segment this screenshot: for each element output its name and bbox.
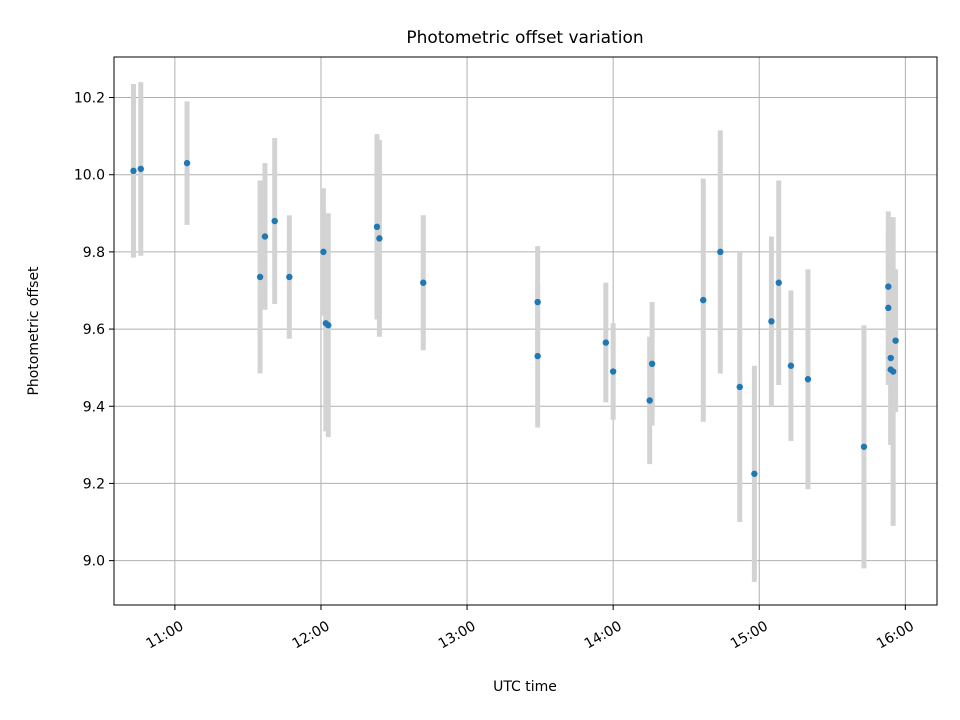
data-point	[534, 352, 541, 360]
data-point	[860, 443, 868, 450]
y-tick-label: 9.2	[83, 476, 105, 492]
data-point	[885, 304, 892, 312]
data-point	[602, 339, 610, 346]
data-point	[609, 368, 617, 375]
data-point	[256, 273, 264, 281]
data-points	[130, 159, 899, 477]
x-tick-label: 13:00	[436, 618, 479, 652]
x-axis-label: UTC time	[493, 679, 557, 695]
errorbars	[130, 82, 899, 582]
x-tick-label: 12:00	[290, 618, 333, 652]
data-point	[325, 322, 332, 329]
data-point	[420, 279, 427, 286]
data-point	[804, 376, 812, 383]
chart-title: Photometric offset variation	[406, 28, 643, 48]
data-point	[130, 167, 137, 175]
data-point	[775, 279, 782, 286]
data-point	[892, 337, 899, 344]
y-tick-label: 10.2	[74, 91, 105, 107]
data-point	[137, 165, 144, 173]
data-point	[887, 354, 894, 362]
data-point	[889, 368, 897, 375]
y-tick-label: 10.0	[74, 168, 105, 184]
x-tick-label: 11:00	[144, 618, 187, 652]
data-point	[534, 298, 541, 306]
data-point	[751, 470, 758, 477]
y-axis-label: Photometric offset	[26, 266, 42, 396]
y-tick-label: 9.4	[83, 399, 105, 415]
x-tick-label: 16:00	[874, 618, 917, 652]
y-axis: 9.0 9.2 9.4 9.6 9.8 10.0 10.2	[74, 91, 114, 570]
data-point	[648, 360, 656, 368]
plot-frame	[113, 56, 938, 606]
x-axis: 11:00 12:00 13:00 14:00 15:00 16:00	[144, 605, 917, 652]
data-point	[286, 273, 293, 281]
data-point	[183, 159, 191, 167]
data-point	[320, 248, 327, 256]
data-point	[717, 248, 724, 256]
data-point	[787, 362, 795, 369]
x-tick-label: 14:00	[582, 618, 625, 652]
data-point	[700, 296, 707, 304]
data-point	[736, 383, 743, 391]
data-point	[646, 397, 653, 404]
y-tick-label: 9.6	[83, 322, 105, 338]
x-tick-label: 15:00	[728, 618, 771, 652]
grid	[114, 57, 937, 605]
data-point	[768, 318, 775, 325]
data-point	[261, 233, 269, 240]
data-point	[885, 283, 892, 290]
y-tick-label: 9.8	[83, 245, 105, 261]
data-point	[376, 235, 383, 242]
y-tick-label: 9.0	[83, 554, 105, 570]
data-point	[373, 223, 381, 231]
data-point	[271, 217, 278, 225]
